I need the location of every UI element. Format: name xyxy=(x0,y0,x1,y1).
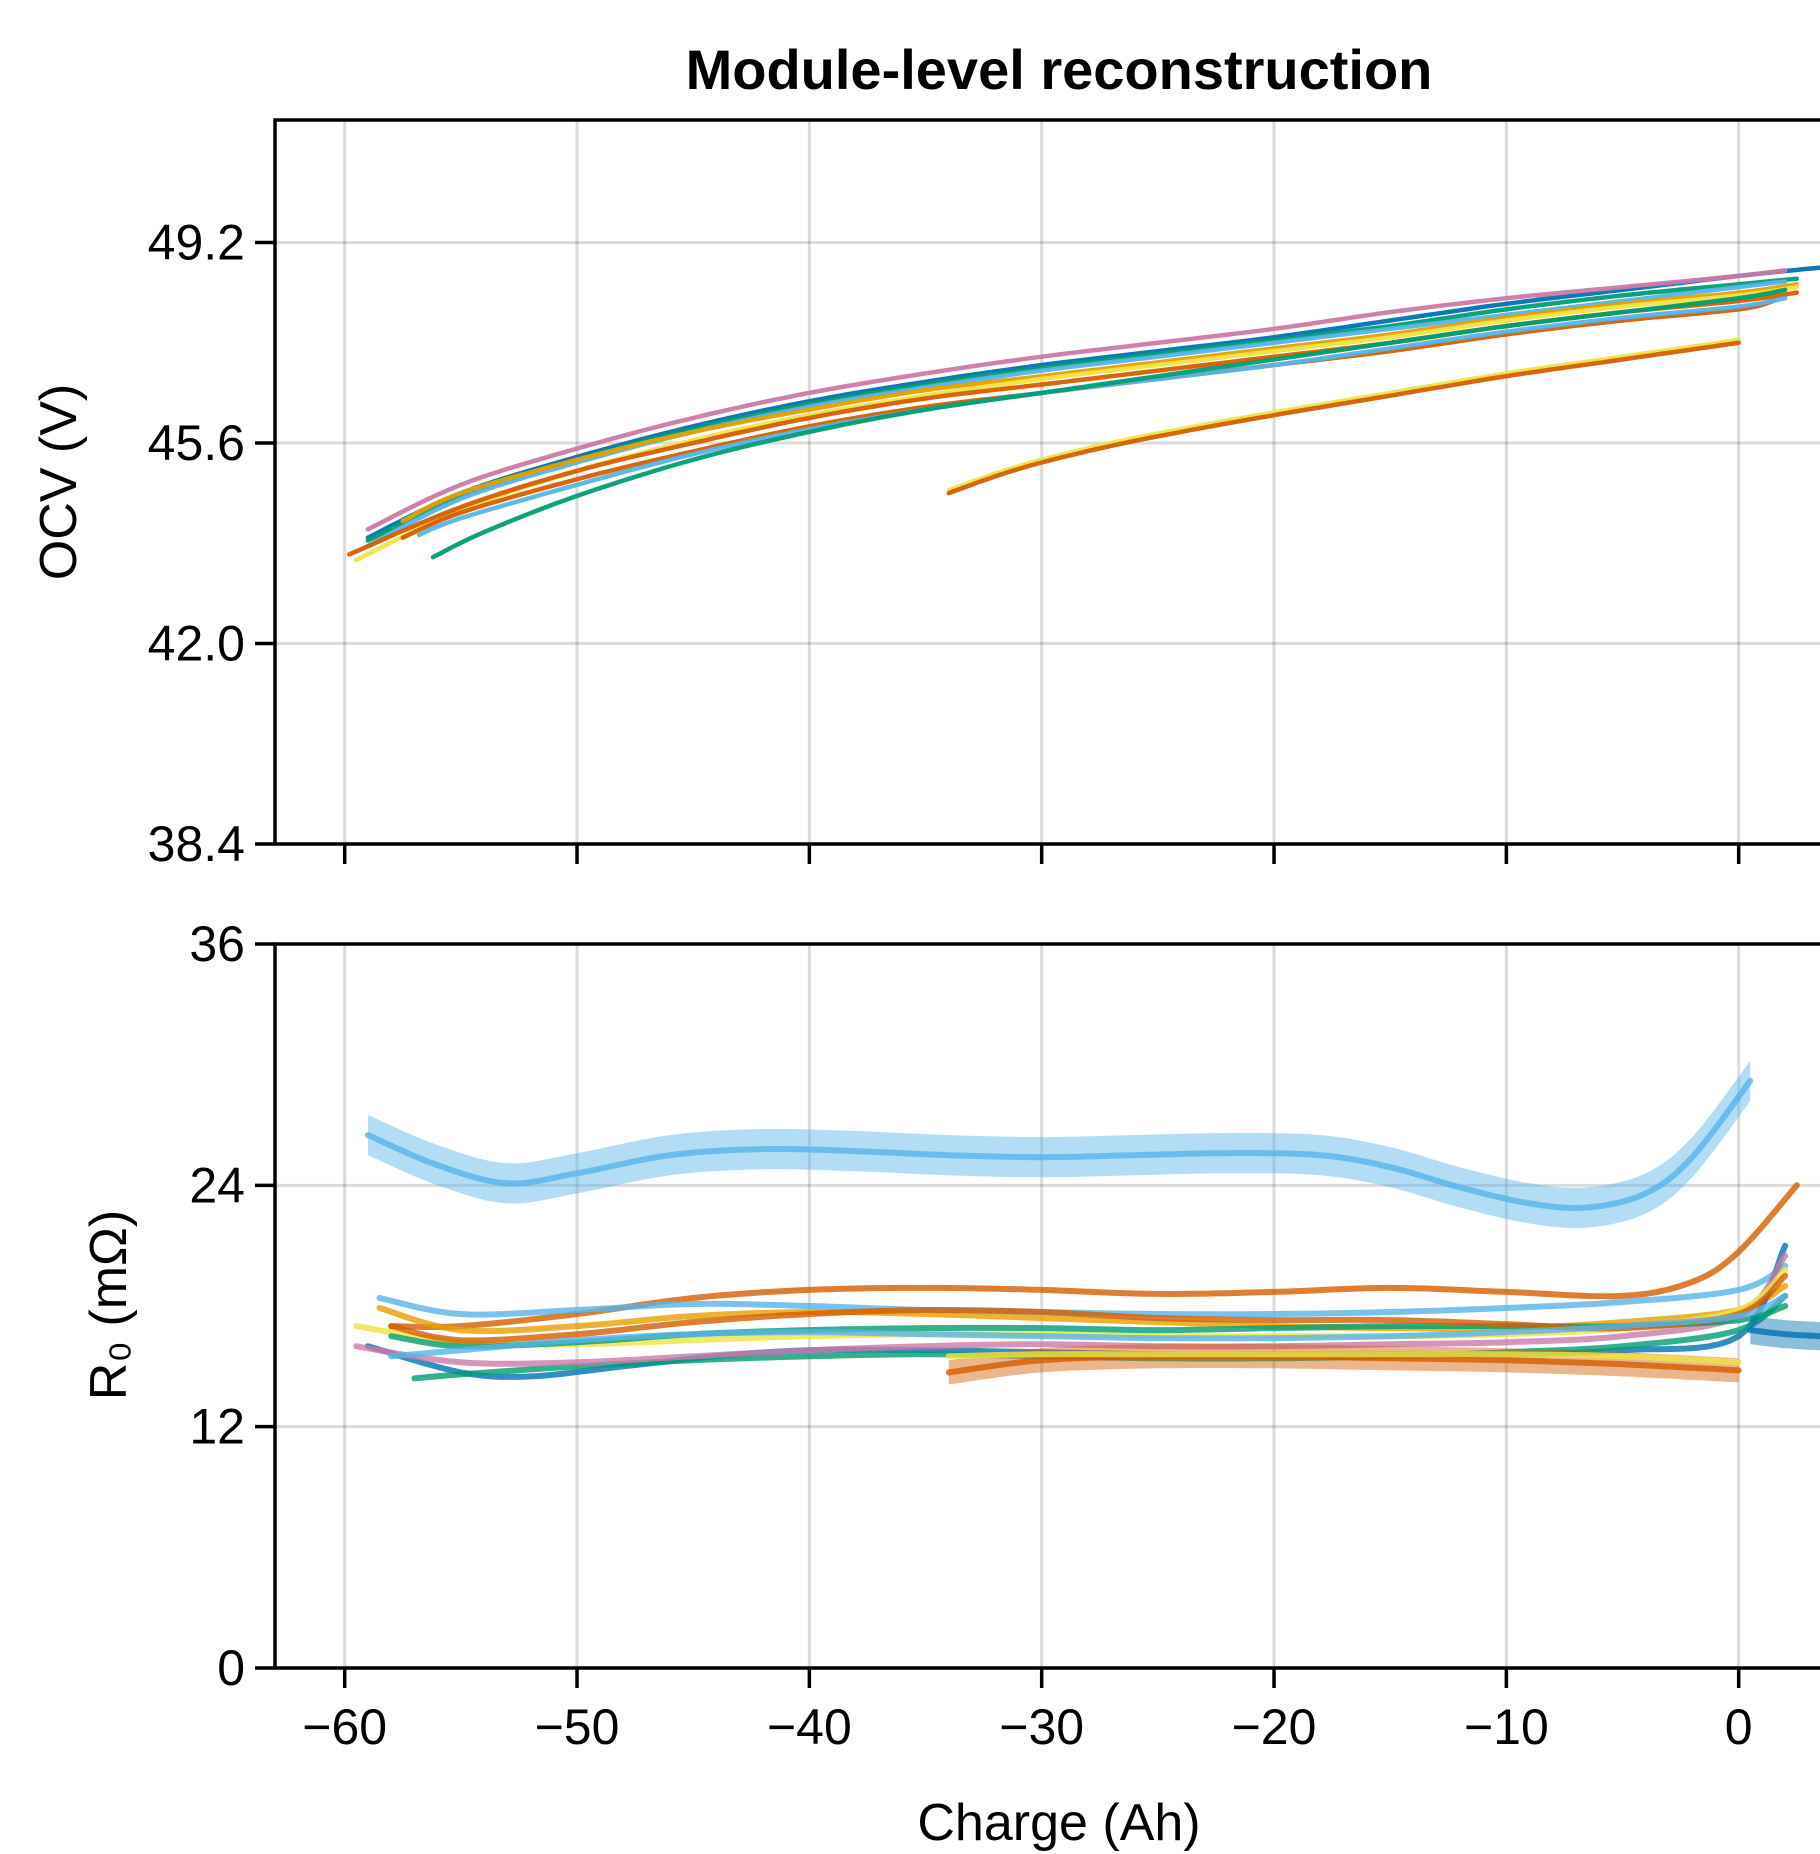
ocv-series-line xyxy=(365,265,1820,540)
x-tick-label: −50 xyxy=(535,1699,620,1755)
x-tick-label: −10 xyxy=(1464,1699,1549,1755)
x-axis-ticks: −60 −50 −40 −30 −20 −10 0 xyxy=(302,1699,1752,1755)
x-tick-label: −20 xyxy=(1232,1699,1317,1755)
ocv-series-line xyxy=(354,284,1800,563)
resistance-y-tick-label: 24 xyxy=(189,1157,245,1213)
ocv-series-line xyxy=(946,340,1741,496)
resistance-series-line xyxy=(945,1351,1742,1366)
resistance-y-tick-label: 36 xyxy=(189,916,245,972)
x-tick-label: −30 xyxy=(999,1699,1084,1755)
ocv-series-line xyxy=(416,295,1788,538)
resistance-series-line xyxy=(364,1077,1754,1211)
ocv-series xyxy=(347,265,1820,563)
resistance-panel: 0 12 24 36 R₀ (mΩ) xyxy=(80,916,1820,1696)
resistance-ticks: 0 12 24 36 xyxy=(189,916,1741,1696)
chart-title: Module-level reconstruction xyxy=(686,38,1433,101)
resistance-series xyxy=(353,1060,1820,1385)
ocv-y-tick-label: 45.6 xyxy=(148,415,245,471)
ocv-series-line xyxy=(400,298,1776,540)
ocv-series-line xyxy=(946,337,1741,493)
resistance-y-axis-label: R₀ (mΩ) xyxy=(80,1210,138,1400)
ocv-y-tick-label: 49.2 xyxy=(148,215,245,271)
resistance-spines xyxy=(273,942,1820,1670)
x-tick-label: −40 xyxy=(767,1699,852,1755)
ocv-y-tick-label: 38.4 xyxy=(148,816,245,872)
resistance-series-band xyxy=(367,1060,1751,1229)
ocv-spines xyxy=(273,118,1820,846)
ocv-grid xyxy=(275,120,1820,846)
ocv-axes xyxy=(273,118,1820,846)
resistance-y-tick-label: 12 xyxy=(189,1399,245,1455)
resistance-series-line xyxy=(353,1252,1789,1367)
x-axis-label: Charge (Ah) xyxy=(917,1794,1200,1852)
x-tick-label: −60 xyxy=(302,1699,387,1755)
resistance-series-line xyxy=(388,1292,1789,1360)
ocv-ticks: 38.4 42.0 45.6 49.2 xyxy=(148,215,1741,872)
ocv-series-line xyxy=(347,290,1800,557)
ocv-series-line xyxy=(365,268,1788,532)
ocv-y-tick-label: 42.0 xyxy=(148,616,245,672)
ocv-panel: 38.4 42.0 45.6 49.2 OCV (V) xyxy=(30,118,1820,872)
ocv-series-line xyxy=(400,282,1800,524)
ocv-series-line xyxy=(430,287,1788,560)
resistance-axes xyxy=(273,942,1820,1670)
ocv-y-axis-label: OCV (V) xyxy=(30,384,88,580)
resistance-y-tick-label: 0 xyxy=(217,1640,245,1696)
x-tick-label: 0 xyxy=(1725,1699,1753,1755)
resistance-series-line xyxy=(1747,1327,1820,1340)
